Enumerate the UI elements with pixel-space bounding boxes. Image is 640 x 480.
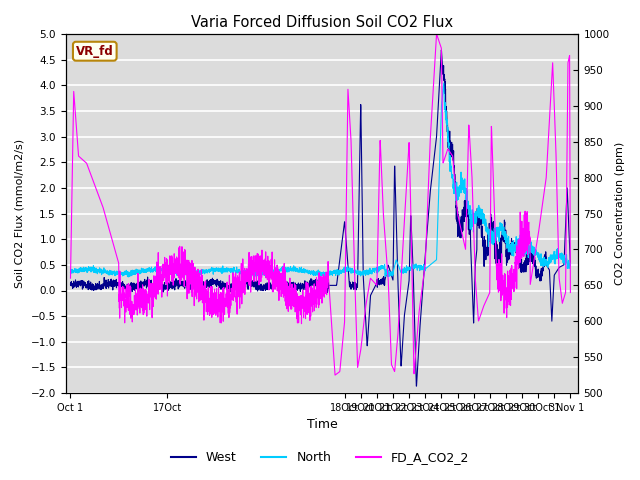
- West: [390, 223, 397, 228]
- FD_A_CO2_2: [397, 279, 404, 285]
- Line: FD_A_CO2_2: FD_A_CO2_2: [70, 34, 570, 375]
- North: [178, 271, 186, 277]
- FD_A_CO2_2: [223, 299, 230, 304]
- West: [553, 269, 561, 275]
- North: [223, 267, 230, 273]
- North: [520, 251, 527, 257]
- FD_A_CO2_2: [553, 172, 561, 178]
- Line: West: West: [70, 50, 570, 386]
- North: [566, 261, 574, 267]
- West: [566, 262, 574, 268]
- Y-axis label: Soil CO2 Flux (mmol/m2/s): Soil CO2 Flux (mmol/m2/s): [15, 139, 25, 288]
- West: [397, 354, 404, 360]
- West: [520, 262, 527, 267]
- West: [178, 279, 186, 285]
- North: [553, 250, 561, 256]
- North: [67, 269, 74, 275]
- Title: Varia Forced Diffusion Soil CO2 Flux: Varia Forced Diffusion Soil CO2 Flux: [191, 15, 453, 30]
- Y-axis label: CO2 Concentration (ppm): CO2 Concentration (ppm): [615, 142, 625, 285]
- West: [67, 281, 74, 287]
- FD_A_CO2_2: [520, 253, 527, 259]
- Legend: West, North, FD_A_CO2_2: West, North, FD_A_CO2_2: [166, 446, 474, 469]
- FD_A_CO2_2: [67, 276, 74, 281]
- Line: North: North: [70, 83, 570, 277]
- West: [413, 384, 420, 389]
- North: [124, 274, 132, 280]
- FD_A_CO2_2: [178, 277, 186, 283]
- Text: VR_fd: VR_fd: [76, 45, 114, 58]
- North: [440, 80, 447, 86]
- FD_A_CO2_2: [332, 372, 339, 378]
- FD_A_CO2_2: [566, 289, 574, 295]
- West: [438, 47, 445, 53]
- North: [397, 269, 404, 275]
- X-axis label: Time: Time: [307, 419, 337, 432]
- West: [223, 284, 230, 290]
- North: [390, 266, 398, 272]
- FD_A_CO2_2: [390, 367, 398, 373]
- FD_A_CO2_2: [433, 31, 440, 37]
